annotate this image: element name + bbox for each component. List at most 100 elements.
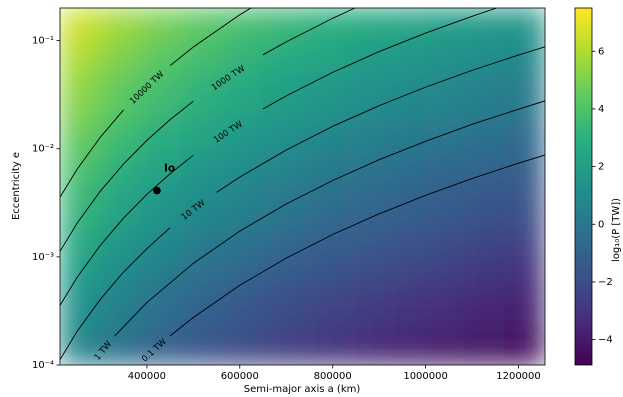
heat-cell: [181, 8, 223, 42]
heat-cell: [262, 73, 304, 117]
heat-cell: [262, 148, 304, 182]
heat-cell: [262, 116, 304, 150]
contour-line: [169, 154, 545, 337]
heat-cell: [302, 8, 344, 42]
heat-cell: [504, 256, 545, 291]
heat-cell: [221, 148, 263, 182]
colorbar-tick-label: −4: [598, 335, 613, 346]
heat-cell: [464, 181, 506, 225]
colorbar-tick-label: 6: [598, 46, 604, 57]
point-label: Io: [164, 163, 175, 175]
heat-cell: [181, 256, 223, 291]
contour-line: [60, 8, 252, 198]
heat-cell: [181, 224, 223, 258]
heat-cell: [262, 40, 304, 74]
heat-cell: [60, 73, 102, 117]
heat-cell: [342, 256, 384, 291]
heat-cell: [423, 148, 465, 182]
colorbar-label: log₁₀(P [TW]): [611, 198, 622, 262]
heat-cell: [383, 73, 425, 117]
heat-cell: [342, 181, 384, 225]
heat-cell: [302, 181, 344, 225]
heat-cell: [60, 256, 102, 291]
heat-cell: [423, 73, 465, 117]
heat-cell: [140, 148, 182, 182]
x-tick-label: 1200000: [496, 371, 541, 382]
heat-cell: [262, 256, 304, 291]
heat-cell: [262, 332, 304, 365]
y-tick-label: 10⁻¹: [32, 36, 54, 47]
heat-cell: [181, 73, 223, 117]
heat-cell: [383, 256, 425, 291]
heat-cell: [423, 40, 465, 74]
heat-cell: [383, 148, 425, 182]
heat-cell: [181, 332, 223, 365]
contour-line: [114, 100, 545, 337]
heat-cell: [464, 289, 506, 334]
heat-cell: [302, 148, 344, 182]
heat-cell: [423, 8, 465, 42]
colorbar-tick-label: 4: [598, 104, 604, 115]
heat-cell: [423, 224, 465, 258]
heat-cell: [302, 40, 344, 74]
heat-cell: [342, 289, 384, 334]
heat-cell: [302, 73, 344, 117]
heat-cell: [140, 224, 182, 258]
heat-cell: [464, 8, 506, 42]
heat-cell: [181, 116, 223, 150]
heat-cell: [221, 289, 263, 334]
y-axis-label: Eccentricity e: [11, 152, 22, 220]
heat-cell: [100, 40, 142, 74]
heat-cell: [100, 116, 142, 150]
heat-cell: [100, 181, 142, 225]
heat-cell: [342, 8, 384, 42]
heat-cell: [342, 116, 384, 150]
heat-cell: [100, 332, 142, 365]
heat-cell: [504, 73, 545, 117]
heat-cell: [383, 8, 425, 42]
heat-cell: [60, 116, 102, 150]
x-tick-label: 400000: [128, 371, 166, 382]
heat-cell: [100, 256, 142, 291]
contour-line: [60, 8, 356, 252]
heat-cell: [262, 289, 304, 334]
x-tick-label: 600000: [221, 371, 259, 382]
heatmap: [60, 8, 545, 365]
plot-frame: [59, 7, 546, 366]
heat-cell: [464, 40, 506, 74]
heat-cell: [423, 332, 465, 365]
contours: [60, 8, 545, 360]
heat-cell: [383, 181, 425, 225]
heat-cell: [464, 224, 506, 258]
x-tick-label: 800000: [314, 371, 352, 382]
heat-cell: [464, 332, 506, 365]
heat-cell: [302, 332, 344, 365]
heat-cell: [100, 224, 142, 258]
heat-cell: [504, 8, 545, 42]
y-tick-label: 10⁻²: [32, 144, 54, 155]
heat-cell: [302, 224, 344, 258]
heat-cell: [383, 116, 425, 150]
heat-cell: [221, 256, 263, 291]
x-tick-label: 1000000: [403, 371, 448, 382]
colorbar-tick-label: 0: [598, 219, 604, 230]
heat-cell: [100, 289, 142, 334]
heat-cell: [100, 148, 142, 182]
heat-cell: [383, 40, 425, 74]
heat-cell: [423, 181, 465, 225]
heat-cell: [221, 181, 263, 225]
heat-cell: [342, 332, 384, 365]
colorbar-tick-label: −2: [598, 277, 613, 288]
heat-cell: [504, 289, 545, 334]
heat-cell: [221, 40, 263, 74]
heat-cell: [181, 148, 223, 182]
heatmap-area: [60, 8, 545, 365]
heat-cell: [221, 73, 263, 117]
heat-cell: [140, 116, 182, 150]
heat-cell: [60, 8, 102, 42]
heat-cell: [140, 256, 182, 291]
heat-cell: [262, 181, 304, 225]
heat-cell: [423, 256, 465, 291]
heat-cell: [262, 224, 304, 258]
